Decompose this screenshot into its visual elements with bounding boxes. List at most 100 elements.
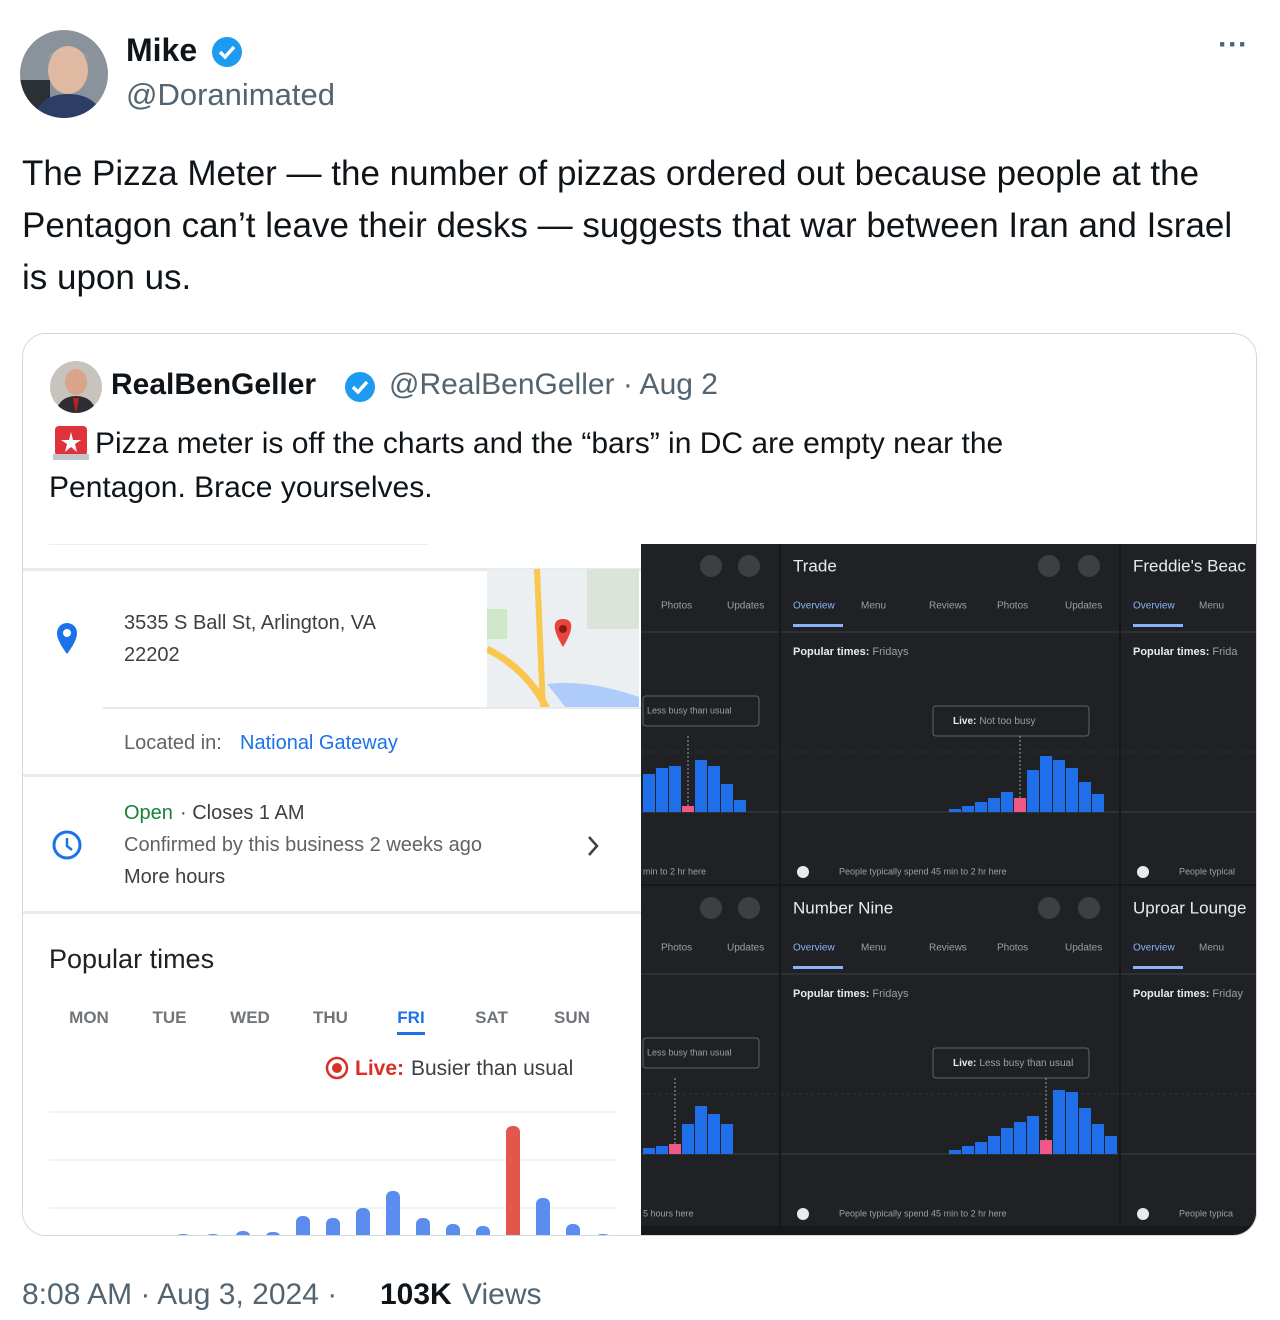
bar [988,798,1000,812]
tab-underline [1133,624,1183,627]
bar [476,1226,490,1235]
panel-tab[interactable]: Menu [1199,943,1224,954]
bar [643,1148,655,1154]
panel-tab[interactable]: Updates [1065,943,1102,954]
clock-icon [797,866,809,878]
bar [356,1208,370,1235]
bar [1079,1108,1091,1154]
panel-footer: People typically spend 45 min to 2 hr he… [839,866,1007,876]
panel-title: Freddie's Beac [1133,556,1246,575]
panel-title: Uproar Lounge [1133,898,1246,917]
icon-button[interactable] [738,897,760,919]
quote-card[interactable]: RealBenGeller @RealBenGeller · Aug 2 Piz… [22,333,1257,1236]
panel-tab[interactable]: Updates [1065,601,1102,612]
panel-footer: People typically spend 45 min to 2 hr he… [839,1208,1007,1218]
panel-tab[interactable]: Menu [1199,601,1224,612]
panel-tab[interactable]: Overview [1133,943,1175,954]
day-tab[interactable]: SAT [475,1008,508,1027]
live-status: Live: Less busy than usual [953,1058,1073,1069]
author-handle[interactable]: @Doranimated [126,77,335,112]
more-hours[interactable]: More hours [124,866,226,888]
icon-button[interactable] [1038,555,1060,577]
address-line: 3535 S Ball St, Arlington, VA [124,612,377,634]
clock-icon [797,1208,809,1220]
bar [734,800,746,812]
panel-tab[interactable]: Updates [727,601,764,612]
panel-tab[interactable]: Reviews [929,943,967,954]
panel-tab[interactable]: Reviews [929,601,967,612]
day-tab[interactable]: MON [69,1008,109,1027]
panel [1121,544,1256,884]
verified-badge [212,37,242,67]
bar [1053,1090,1065,1154]
bar [386,1191,400,1235]
bar [669,766,681,812]
popular-day: Fridays [872,646,909,658]
located-link[interactable]: National Gateway [240,732,398,754]
icon-button[interactable] [738,555,760,577]
address-line: 22202 [124,644,180,666]
panel-tab[interactable]: Photos [997,943,1028,954]
bar [988,1136,1000,1154]
verified-badge [345,372,375,402]
panel [1121,886,1256,1226]
bar [656,768,668,812]
clock-icon [1137,866,1149,878]
quote-author-name: RealBenGeller [111,368,317,401]
bar [721,784,733,812]
timestamp: 8:08 AM · Aug 3, 2024 · [22,1278,338,1311]
day-tab[interactable]: TUE [152,1008,187,1027]
bar [708,766,720,812]
dark-screenshots: Photos Updates Less busy than usual min to … [641,544,1256,1235]
day-tab[interactable]: SUN [554,1008,590,1027]
located-label: Located in: [124,732,222,754]
bar [656,1146,668,1154]
chevron[interactable] [583,834,603,858]
bar [1066,768,1078,812]
panel-tab[interactable]: Menu [861,601,886,612]
icon-button[interactable] [1078,897,1100,919]
panel-tab[interactable]: Updates [727,943,764,954]
tab-underline [793,966,843,969]
bar [682,1124,694,1154]
panel-tab[interactable]: Menu [861,943,886,954]
panel-tab[interactable]: Overview [793,601,835,612]
bar [1027,1116,1039,1154]
status-text: Less busy than usual [647,705,732,715]
panel-tab[interactable]: Photos [997,601,1028,612]
bar [695,760,707,812]
icon-button[interactable] [1078,555,1100,577]
bar [416,1218,430,1235]
icon-button[interactable] [1038,897,1060,919]
panel-tab[interactable]: Overview [1133,601,1175,612]
bar [1092,794,1104,812]
bar [1027,770,1039,812]
panel-footer: min to 2 hr here [643,866,706,876]
avatar[interactable] [20,30,108,118]
bar [1053,760,1065,812]
icon-button[interactable] [700,897,722,919]
bar [506,1126,520,1235]
live-icon [325,1056,349,1080]
panel-tab[interactable]: Photos [661,601,692,612]
bar [1001,792,1013,812]
author-name[interactable]: Mike [126,32,198,68]
live-label: Live: [355,1057,405,1080]
day-tab[interactable]: THU [313,1008,348,1027]
day-tab[interactable]: WED [230,1008,270,1027]
tab-underline [793,624,843,627]
bar [1001,1128,1013,1154]
bar [721,1124,733,1154]
live-label: Live: [953,716,976,727]
more-menu[interactable]: ··· [1218,28,1248,61]
map-thumbnail[interactable] [487,569,639,709]
bar [296,1216,310,1235]
bar [1040,756,1052,812]
bar [949,809,961,812]
bar [1040,1140,1052,1154]
panel-tab[interactable]: Photos [661,943,692,954]
panel-tab[interactable]: Overview [793,943,835,954]
bar [1079,782,1091,812]
icon-button[interactable] [700,555,722,577]
day-tab[interactable]: FRI [397,1008,425,1027]
